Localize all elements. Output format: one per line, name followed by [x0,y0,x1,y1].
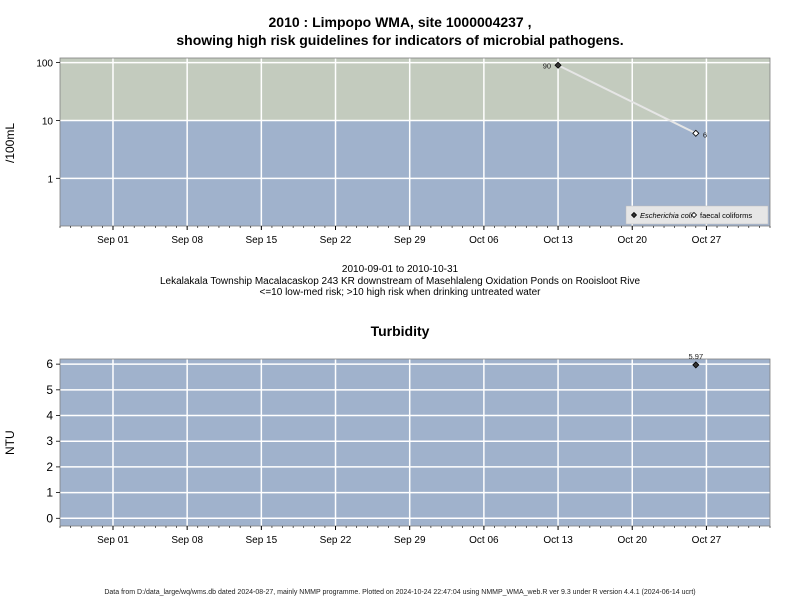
plot-frame [59,57,771,227]
x-tick-label: Sep 22 [320,535,352,546]
plot-background [60,359,770,526]
x-tick-label: Oct 20 [618,535,648,546]
y-tick-label: 0 [46,511,53,525]
legend-label: faecal coliforms [700,211,752,220]
data-point [692,129,700,137]
x-tick-label: Sep 29 [394,535,426,546]
y-tick-label: 10 [42,116,54,127]
x-tick-label: Sep 01 [97,235,129,246]
x-tick-label: Sep 08 [171,235,203,246]
data-point [554,61,562,69]
x-tick-label: Sep 29 [394,235,426,246]
footer-note: Data from D:/data_large/wq/wms.db dated … [104,589,696,596]
x-tick-label: Oct 13 [543,235,573,246]
y-tick-label: 1 [47,174,53,185]
caption-date-range: 2010-09-01 to 2010-10-31 [341,264,459,275]
turbidity-chart: 0 1 2 3 4 5 6 Sep 01 Sep 08 Sep 15 Sep 22 Sep 29 Oct… [46,352,771,546]
legend-label: Escherichia coli [640,211,692,220]
turbidity-title: Turbidity [370,323,430,339]
x-tick-label: Sep 15 [245,535,277,546]
x-tick-label: Oct 27 [692,535,722,546]
x-tick-label: Sep 08 [171,535,203,546]
data-point [692,361,700,369]
legend-marker [630,211,638,219]
y-tick-label: 2 [46,460,53,474]
caption-risk-note: <=10 low-med risk; >10 high risk when dr… [259,287,541,298]
x-tick-label: Sep 15 [245,235,277,246]
data-label: 6 [703,130,707,139]
legend-marker [690,211,698,219]
x-tick-label: Oct 06 [469,535,499,546]
x-tick-label: Sep 22 [320,235,352,246]
y-tick-label: 100 [36,59,53,70]
y-tick-label: 5 [46,383,53,397]
high-risk-band [60,58,770,121]
y-tick-label: 1 [46,486,53,500]
chart-title-line1: 2010 : Limpopo WMA, site 1000004237 , [268,14,532,30]
x-tick-label: Oct 20 [618,235,648,246]
series-line [557,64,697,135]
y-tick-label: 3 [46,434,53,448]
y-tick-label: 6 [46,357,53,371]
data-label: 5.97 [689,352,704,361]
chart-title-line2: showing high risk guidelines for indicat… [176,32,624,48]
data-label: 90 [543,62,551,71]
x-tick-label: Oct 27 [692,235,722,246]
x-tick-label: Oct 13 [543,535,573,546]
x-tick-label: Oct 06 [469,235,499,246]
caption-site-description: Lekalakala Township Macalacaskop 243 KR … [159,276,641,287]
microbial-chart: 1 10 100 Sep 01 Sep 08 Sep 15 Sep 22 Sep 29 Oct … [36,57,771,246]
plot-frame [59,358,771,527]
x-tick-label: Sep 01 [97,535,129,546]
y-tick-label: 4 [46,409,53,423]
